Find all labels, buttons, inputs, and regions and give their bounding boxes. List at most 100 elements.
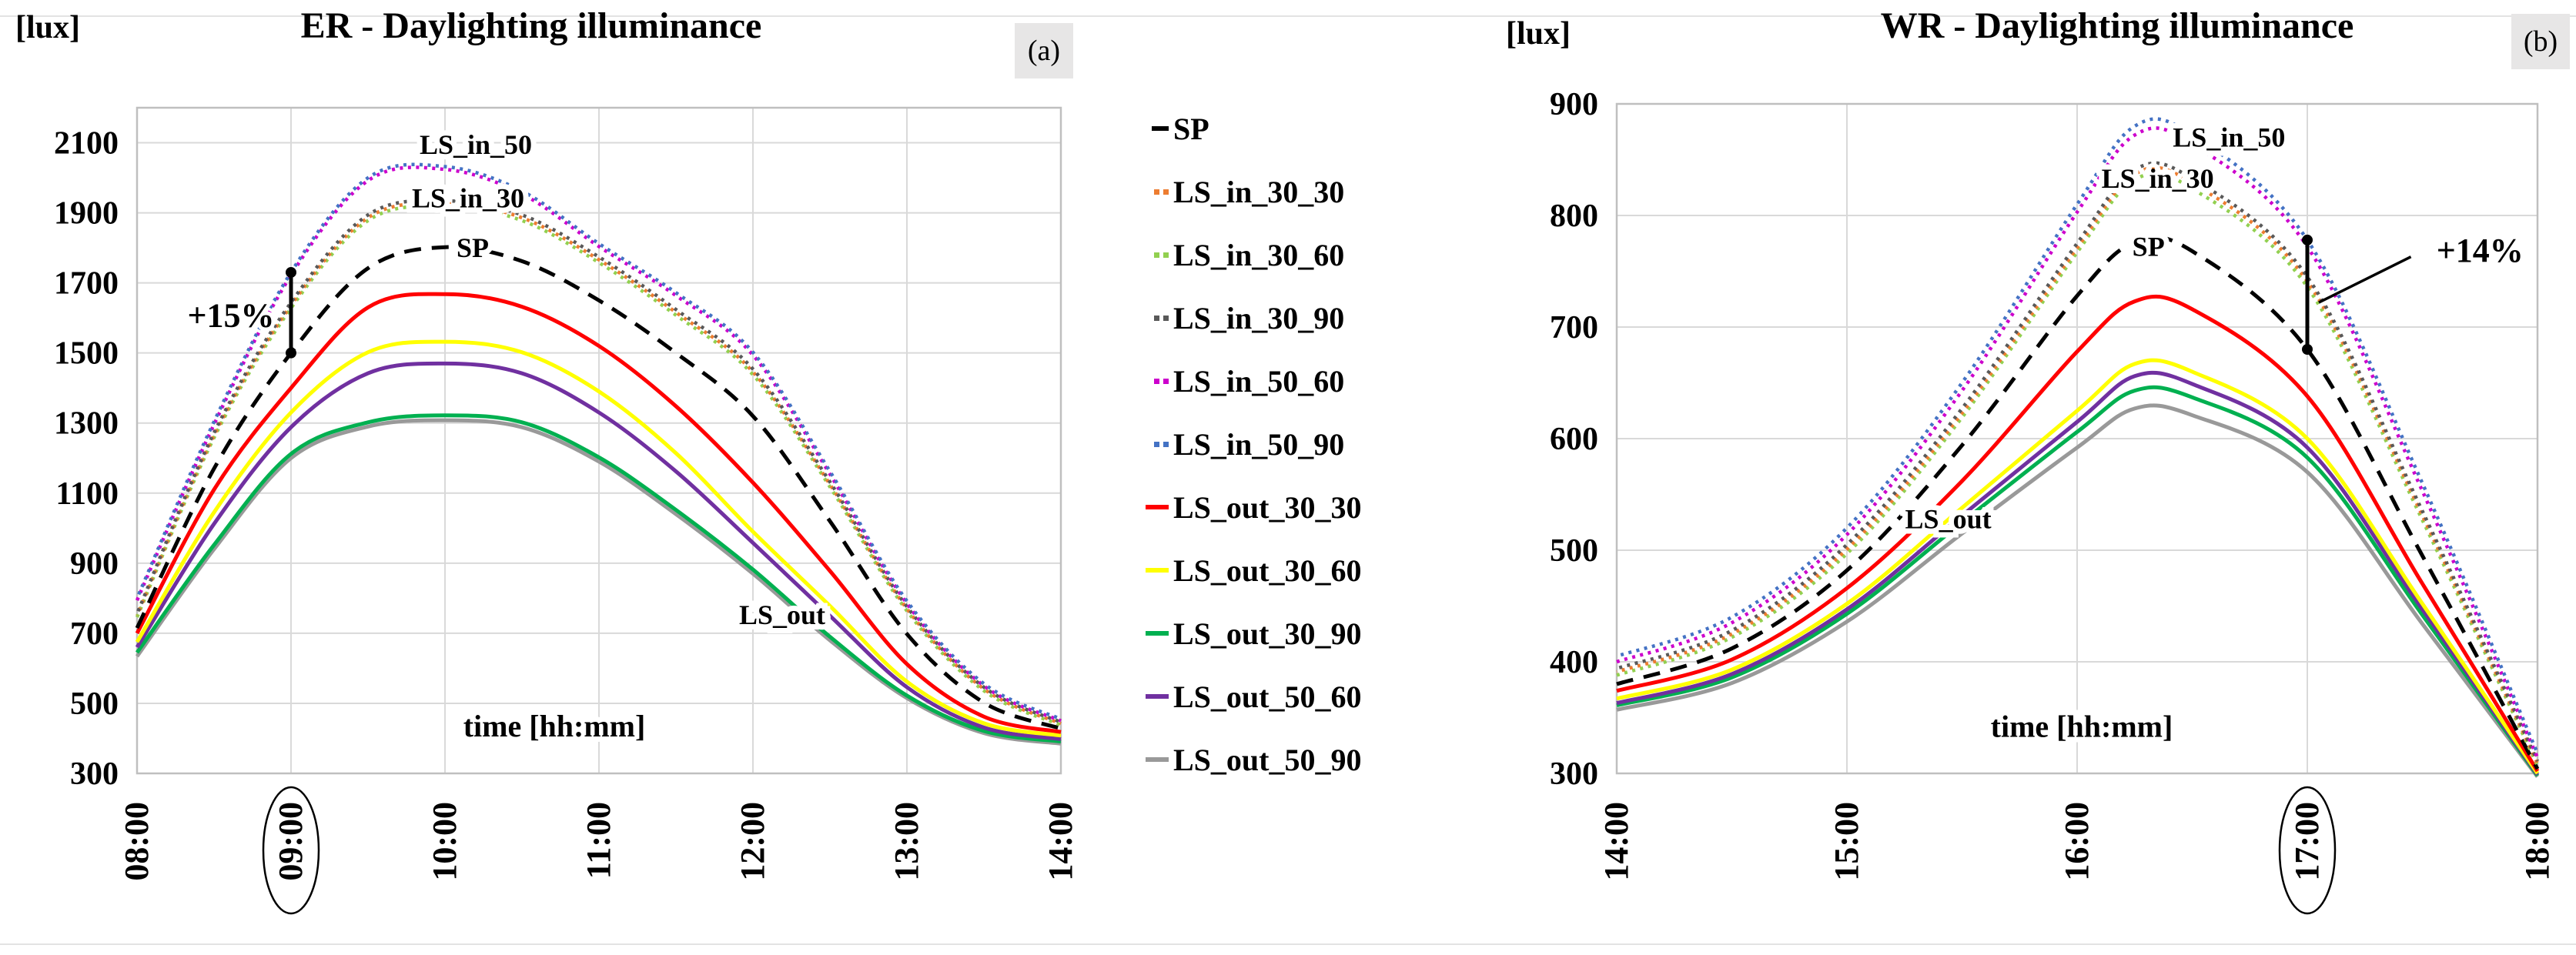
x-tick-label: 08:00 xyxy=(118,802,156,881)
top-border-line xyxy=(0,15,2576,17)
y-tick-label: 300 xyxy=(70,756,119,792)
legend-item-ls_out_30_90: LS_out_30_90 xyxy=(1146,602,1477,665)
bottom-border-line xyxy=(0,943,2576,945)
y-tick-label: 1300 xyxy=(54,406,119,442)
y-tick-label: 500 xyxy=(1550,533,1598,569)
series-ls_out_50_90 xyxy=(1616,403,2539,778)
x-tick-label: 10:00 xyxy=(426,802,463,881)
series-ls_out_30_30 xyxy=(1616,294,2540,773)
legend-item-ls_out_50_60: LS_out_50_60 xyxy=(1146,665,1477,728)
legend-item-ls_out_50_90: LS_out_50_90 xyxy=(1146,728,1477,791)
series-ls_in_50_60 xyxy=(1616,126,2540,759)
annotation-endpoint-dot xyxy=(2302,234,2313,245)
y-tick-label: 400 xyxy=(1550,645,1598,680)
legend-item-label: LS_in_30_90 xyxy=(1173,300,1345,336)
legend-item-label: LS_out_30_30 xyxy=(1173,489,1362,525)
x-tick-label: 11:00 xyxy=(580,802,617,879)
legend-marker-dot xyxy=(1154,378,1169,384)
legend-item-ls_in_30_30: LS_in_30_30 xyxy=(1146,160,1477,223)
y-tick-label: 800 xyxy=(1550,199,1598,234)
x-tick-label: 12:00 xyxy=(734,802,771,881)
curve-label: LS_out xyxy=(1905,503,1992,534)
legend-marker-solid xyxy=(1146,757,1169,762)
x-tick-label: 17:00 xyxy=(2288,802,2326,881)
legend-item-label: LS_out_30_60 xyxy=(1173,553,1362,588)
legend-item-ls_out_30_30: LS_out_30_30 xyxy=(1146,476,1477,539)
series-sp xyxy=(135,245,1062,731)
legend-marker-dot xyxy=(1154,315,1169,321)
y-tick-label: 900 xyxy=(1550,87,1598,122)
legend-marker-solid xyxy=(1146,568,1169,573)
legend-marker-dot xyxy=(1154,252,1169,258)
y-tick-label: 700 xyxy=(1550,310,1598,346)
curve-label: time [hh:mm] xyxy=(463,709,646,743)
legend-marker-dash xyxy=(1152,126,1169,131)
legend-item-label: LS_in_50_90 xyxy=(1173,426,1345,462)
legend-marker-dot xyxy=(1154,189,1169,195)
legend-item-label: LS_out_50_60 xyxy=(1173,679,1362,714)
y-tick-label: 2100 xyxy=(54,126,119,162)
series-ls_out_50_60 xyxy=(135,361,1062,741)
x-tick-label: 16:00 xyxy=(2058,802,2096,881)
chart-b-title: WR - Daylighting illuminance xyxy=(1880,5,2354,46)
legend-item-ls_in_50_60: LS_in_50_60 xyxy=(1146,349,1477,412)
chart-er-daylighting: 2100 1900 1700 1500 1300 1100 900 700 500 300 08:0… xyxy=(54,106,1079,915)
legend-item-label: LS_in_30_60 xyxy=(1173,237,1345,272)
legend-marker-dot xyxy=(1154,441,1169,447)
annotation-endpoint-dot xyxy=(2302,344,2313,355)
annotation-endpoint-dot xyxy=(286,266,296,278)
y-tick-label: 1700 xyxy=(54,266,119,302)
x-tick-label: 09:00 xyxy=(272,802,309,881)
panel-b-badge: (b) xyxy=(2511,14,2570,69)
legend-marker-solid xyxy=(1146,631,1169,636)
curve-label: SP xyxy=(2133,232,2165,262)
y-axis-unit-label: [lux] xyxy=(1506,16,1571,52)
y-tick-label: 600 xyxy=(1550,422,1598,457)
y-tick-label: 900 xyxy=(70,546,119,582)
y-tick-label: 1900 xyxy=(54,196,119,232)
legend-item-ls_in_30_60: LS_in_30_60 xyxy=(1146,223,1477,286)
series-ls_out_30_60 xyxy=(135,339,1062,738)
plot-border xyxy=(1615,102,2539,775)
series-ls_out_50_90 xyxy=(135,418,1062,746)
y-tick-label: 300 xyxy=(1550,756,1598,792)
series-sp xyxy=(1616,235,2540,770)
series-ls_in_30_60 xyxy=(1616,171,2540,766)
y-tick-label: 1100 xyxy=(55,476,119,512)
curve-label: SP xyxy=(457,232,489,263)
curve-label: time [hh:mm] xyxy=(1991,710,2173,744)
legend-item-label: LS_in_30_30 xyxy=(1173,174,1345,209)
y-tick-label: 500 xyxy=(70,686,119,722)
x-tick-label: 15:00 xyxy=(1828,802,1865,881)
x-tick-label: 13:00 xyxy=(888,802,925,881)
annotation-percent-label: +15% xyxy=(187,297,274,335)
y-tick-label: 1500 xyxy=(54,336,119,372)
annotation-leader-line xyxy=(2318,255,2412,304)
series-ls_out_30_30 xyxy=(135,292,1062,734)
series-ls_out_30_90 xyxy=(1616,385,2540,777)
plot-border xyxy=(135,106,1062,775)
chart-a-title: ER - Daylighting illuminance xyxy=(300,5,762,46)
series-ls_out_30_60 xyxy=(1616,358,2540,775)
curve-label: LS_in_30 xyxy=(412,182,524,213)
panel-a-badge: (a) xyxy=(1015,23,1073,78)
annotation-percent-label: +14% xyxy=(2437,232,2524,269)
curve-label: LS_out xyxy=(739,599,825,630)
curve-label: LS_in_50 xyxy=(2173,122,2285,153)
legend: SP LS_in_30_30 LS_in_30_60 LS_in_30_90 LS_in… xyxy=(1146,97,1477,791)
curve-label: LS_in_30 xyxy=(2102,163,2214,194)
x-tick-label: 14:00 xyxy=(1042,802,1079,881)
circled-tick-ellipse xyxy=(262,786,320,915)
legend-item-label: SP xyxy=(1173,111,1209,146)
legend-marker-solid xyxy=(1146,694,1169,699)
legend-item-label: LS_in_50_60 xyxy=(1173,363,1345,399)
series-ls_in_50_90 xyxy=(1616,117,2540,754)
x-tick-label: 18:00 xyxy=(2518,802,2556,881)
legend-item-ls_in_30_90: LS_in_30_90 xyxy=(1146,286,1477,349)
legend-item-label: LS_out_50_90 xyxy=(1173,742,1362,777)
legend-item-label: LS_out_30_90 xyxy=(1173,616,1362,651)
curve-label: LS_in_50 xyxy=(420,129,532,160)
legend-marker-solid xyxy=(1146,505,1169,509)
legend-item-ls_out_30_60: LS_out_30_60 xyxy=(1146,539,1477,602)
